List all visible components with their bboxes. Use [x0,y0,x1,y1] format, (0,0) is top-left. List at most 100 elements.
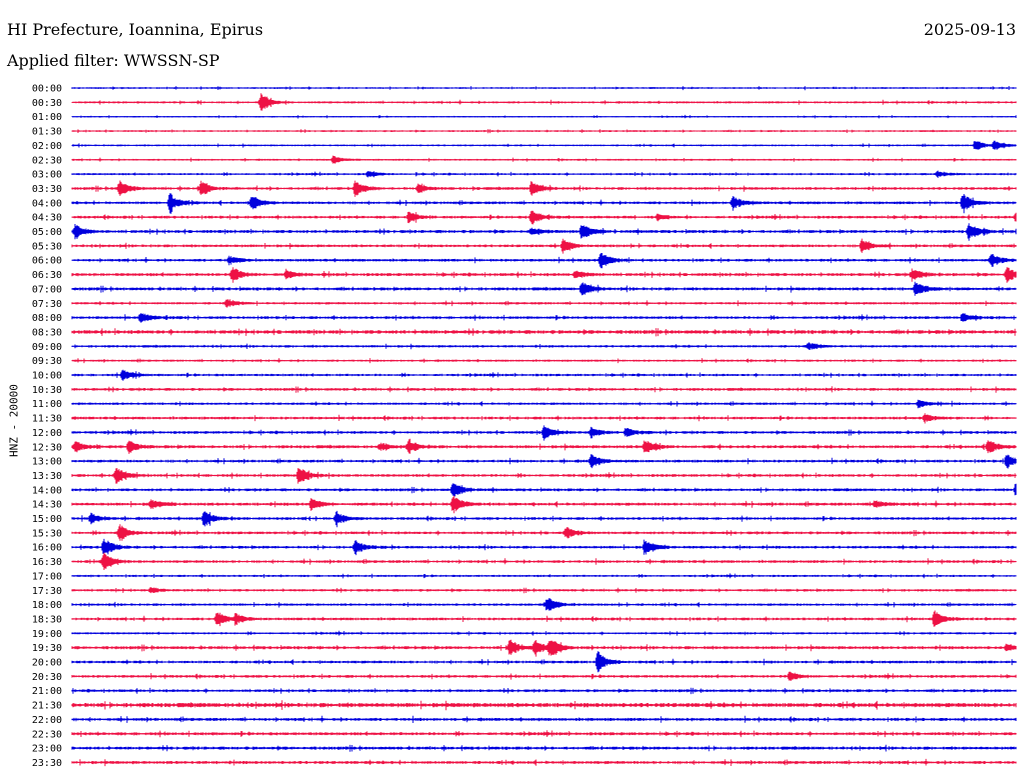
trace-2030 [71,671,1017,681]
trace-0430 [71,210,1017,225]
row-tick-label: 04:00 [32,198,62,209]
trace-1030 [71,386,1017,393]
trace-0800 [71,313,1017,323]
record-date: 2025-09-13 [923,20,1016,39]
station-title: HI Prefecture, Ioannina, Epirus [7,20,264,39]
row-tick-label: 15:00 [32,514,62,525]
trace-0930 [71,358,1017,364]
trace-0730 [71,299,1017,308]
row-tick-label: 18:30 [32,614,62,625]
trace-0200 [71,140,1017,150]
row-tick-label: 17:00 [32,571,62,582]
trace-1600 [71,538,1017,556]
row-tick-label: 04:30 [32,213,62,224]
row-tick-label: 07:00 [32,284,62,295]
trace-1930 [71,639,1017,657]
trace-0300 [71,170,1017,178]
row-tick-label: 01:00 [32,112,62,123]
row-tick-label: 12:00 [32,428,62,439]
trace-1100 [71,399,1017,409]
trace-1000 [71,369,1017,381]
trace-0400 [71,193,1017,214]
row-tick-label: 23:30 [32,758,62,769]
seismic-traces [71,86,1017,767]
trace-0330 [71,180,1017,197]
trace-2230 [71,730,1017,738]
trace-2200 [71,715,1017,723]
row-tick-label: 11:30 [32,414,62,425]
row-tick-label: 03:00 [32,170,62,181]
row-tick-label: 02:30 [32,155,62,166]
row-tick-label: 15:30 [32,528,62,539]
trace-1700 [71,573,1017,579]
row-tick-label: 20:00 [32,658,62,669]
trace-1200 [71,425,1017,441]
row-tick-label: 05:00 [32,227,62,238]
row-tick-label: 17:30 [32,586,62,597]
row-tick-label: 16:30 [32,557,62,568]
row-tick-label: 16:00 [32,543,62,554]
row-tick-label: 01:30 [32,127,62,138]
trace-1430 [71,495,1017,514]
row-tick-label: 14:00 [32,485,62,496]
trace-1500 [71,510,1017,528]
trace-0630 [71,267,1017,283]
trace-0830 [71,328,1017,337]
trace-0530 [71,238,1017,254]
trace-1400 [71,483,1017,497]
row-tick-label: 08:30 [32,327,62,338]
trace-1630 [71,552,1017,570]
row-tick-label: 19:00 [32,629,62,640]
row-tick-label: 18:00 [32,600,62,611]
row-tick-label: 00:00 [32,84,62,95]
trace-0500 [71,223,1017,241]
trace-1800 [71,598,1017,611]
trace-1230 [71,438,1017,454]
trace-0030 [71,93,1017,111]
row-tick-label: 13:30 [32,471,62,482]
row-tick-label: 21:00 [32,686,62,697]
trace-1730 [71,587,1017,594]
row-tick-label: 13:00 [32,457,62,468]
trace-0900 [71,342,1017,350]
row-tick-label: 06:30 [32,270,62,281]
trace-0000 [71,86,1017,91]
row-tick-label: 09:30 [32,356,62,367]
trace-1300 [71,454,1017,469]
row-tick-label: 09:00 [32,342,62,353]
row-tick-label: 10:00 [32,371,62,382]
trace-1900 [71,630,1017,636]
row-tick-label: 11:00 [32,399,62,410]
trace-0700 [71,281,1017,296]
trace-2300 [71,744,1017,752]
trace-2000 [71,651,1017,673]
trace-0100 [71,114,1017,119]
row-tick-label: 22:30 [32,729,62,740]
trace-1330 [71,468,1017,484]
trace-0130 [71,129,1017,134]
row-tick-label: 20:30 [32,672,62,683]
row-tick-label: 08:00 [32,313,62,324]
row-tick-label: 23:00 [32,744,62,755]
row-tick-label: 02:00 [32,141,62,152]
row-tick-label: 21:30 [32,701,62,712]
trace-1830 [71,610,1017,627]
row-tick-label: 05:30 [32,241,62,252]
row-tick-label: 22:00 [32,715,62,726]
trace-2330 [71,758,1017,767]
row-tick-label: 12:30 [32,442,62,453]
trace-0230 [71,155,1017,164]
row-tick-label: 07:30 [32,299,62,310]
row-tick-label: 14:30 [32,500,62,511]
trace-2130 [71,700,1017,711]
trace-2100 [71,687,1017,695]
trace-1530 [71,524,1017,541]
row-tick-label: 03:30 [32,184,62,195]
row-tick-label: 06:00 [32,256,62,267]
row-tick-labels: 00:00 00:30 01:00 01:30 02:00 02:30 03:00 03:30… [32,84,62,769]
row-tick-label: 19:30 [32,643,62,654]
trace-0600 [71,253,1017,269]
filter-label: Applied filter: WWSSN-SP [7,51,220,70]
row-tick-label: 10:30 [32,385,62,396]
